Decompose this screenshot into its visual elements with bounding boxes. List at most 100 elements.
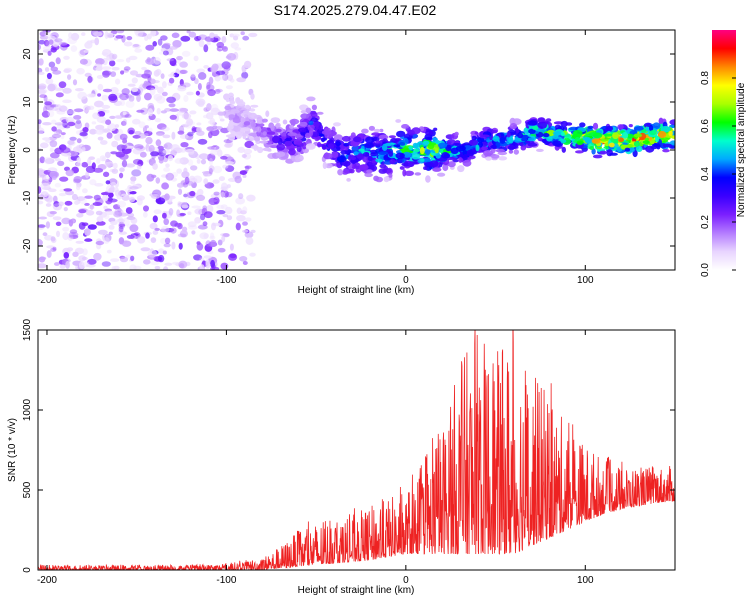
noise-blob [40, 182, 51, 190]
noise-blob [105, 180, 111, 185]
noise-blob [121, 88, 130, 96]
noise-blob [38, 147, 42, 152]
noise-blob [165, 163, 170, 168]
signal-blob [395, 152, 405, 159]
noise-blob [196, 68, 206, 74]
noise-blob [62, 87, 72, 94]
noise-blob [110, 71, 117, 77]
noise-blob [102, 57, 108, 66]
signal-blob [364, 142, 374, 149]
signal-blob [612, 132, 619, 140]
noise-blob [78, 261, 85, 270]
noise-blob [224, 143, 232, 148]
signal-blob [375, 158, 383, 163]
noise-blob [183, 193, 188, 198]
signal-blob [669, 119, 675, 126]
noise-blob [203, 178, 209, 185]
signal-blob [411, 127, 421, 135]
noise-blob [66, 109, 76, 115]
noise-blob [85, 106, 91, 111]
noise-blob [169, 58, 177, 66]
signal-blob [633, 133, 643, 138]
noise-blob [241, 154, 247, 158]
noise-blob [197, 83, 202, 91]
noise-blob [181, 171, 190, 179]
noise-blob [110, 220, 118, 226]
signal-blob [261, 118, 268, 123]
noise-blob [153, 70, 160, 77]
noise-blob [130, 176, 137, 182]
signal-blob [662, 143, 673, 148]
signal-blob [490, 148, 496, 154]
signal-blob [239, 99, 244, 104]
noise-blob [38, 224, 46, 228]
noise-blob [176, 168, 183, 174]
noise-blob [131, 77, 138, 84]
noise-blob [85, 171, 90, 179]
noise-blob [177, 111, 186, 116]
noise-blob [217, 247, 226, 253]
noise-blob [45, 221, 51, 229]
noise-blob [111, 266, 116, 270]
signal-blob [633, 126, 644, 131]
noise-blob [101, 261, 111, 267]
noise-blob [95, 124, 105, 131]
noise-blob [104, 109, 110, 114]
noise-blob [242, 174, 247, 178]
noise-blob [43, 39, 50, 47]
noise-blob [130, 255, 135, 261]
signal-blob [272, 135, 280, 143]
noise-blob [157, 254, 165, 263]
noise-blob [156, 95, 166, 104]
noise-blob [198, 39, 205, 48]
noise-blob [38, 186, 42, 194]
noise-blob [47, 110, 55, 118]
noise-blob [225, 161, 234, 165]
noise-blob [133, 265, 142, 270]
noise-blob [50, 47, 57, 53]
noise-blob [222, 73, 229, 81]
noise-blob [52, 70, 62, 75]
noise-blob [108, 93, 118, 101]
noise-blob [63, 69, 71, 73]
noise-blob [190, 74, 196, 81]
spectrogram-x-tick-label: 100 [577, 275, 594, 286]
noise-blob [163, 243, 171, 248]
noise-blob [248, 32, 258, 38]
signal-blob [322, 161, 327, 169]
signal-blob [252, 132, 257, 138]
signal-blob [388, 135, 396, 139]
noise-blob [104, 210, 115, 215]
signal-blob [528, 128, 536, 134]
noise-blob [207, 89, 216, 97]
signal-blob [660, 125, 671, 133]
signal-blob [435, 139, 440, 144]
noise-blob [164, 108, 172, 112]
signal-blob [270, 117, 281, 123]
noise-blob [74, 200, 80, 205]
noise-blob [136, 163, 142, 170]
noise-blob [131, 169, 142, 177]
noise-blob [170, 144, 180, 152]
noise-blob [76, 138, 82, 144]
noise-blob [199, 153, 209, 160]
noise-blob [103, 171, 110, 177]
noise-blob [60, 132, 66, 136]
noise-blob [243, 60, 252, 69]
signal-blob [383, 176, 390, 183]
signal-blob [396, 157, 405, 164]
noise-blob [125, 163, 136, 168]
signal-blob [424, 149, 431, 156]
signal-blob [520, 145, 527, 151]
noise-blob [205, 112, 214, 120]
noise-blob [118, 225, 124, 233]
signal-blob [341, 160, 351, 167]
noise-blob [243, 148, 253, 155]
noise-blob [177, 202, 188, 207]
signal-blob [404, 160, 409, 167]
noise-blob [244, 165, 252, 169]
signal-blob [240, 116, 246, 124]
noise-blob [126, 234, 135, 239]
noise-blob [129, 191, 137, 195]
signal-blob [425, 175, 431, 183]
